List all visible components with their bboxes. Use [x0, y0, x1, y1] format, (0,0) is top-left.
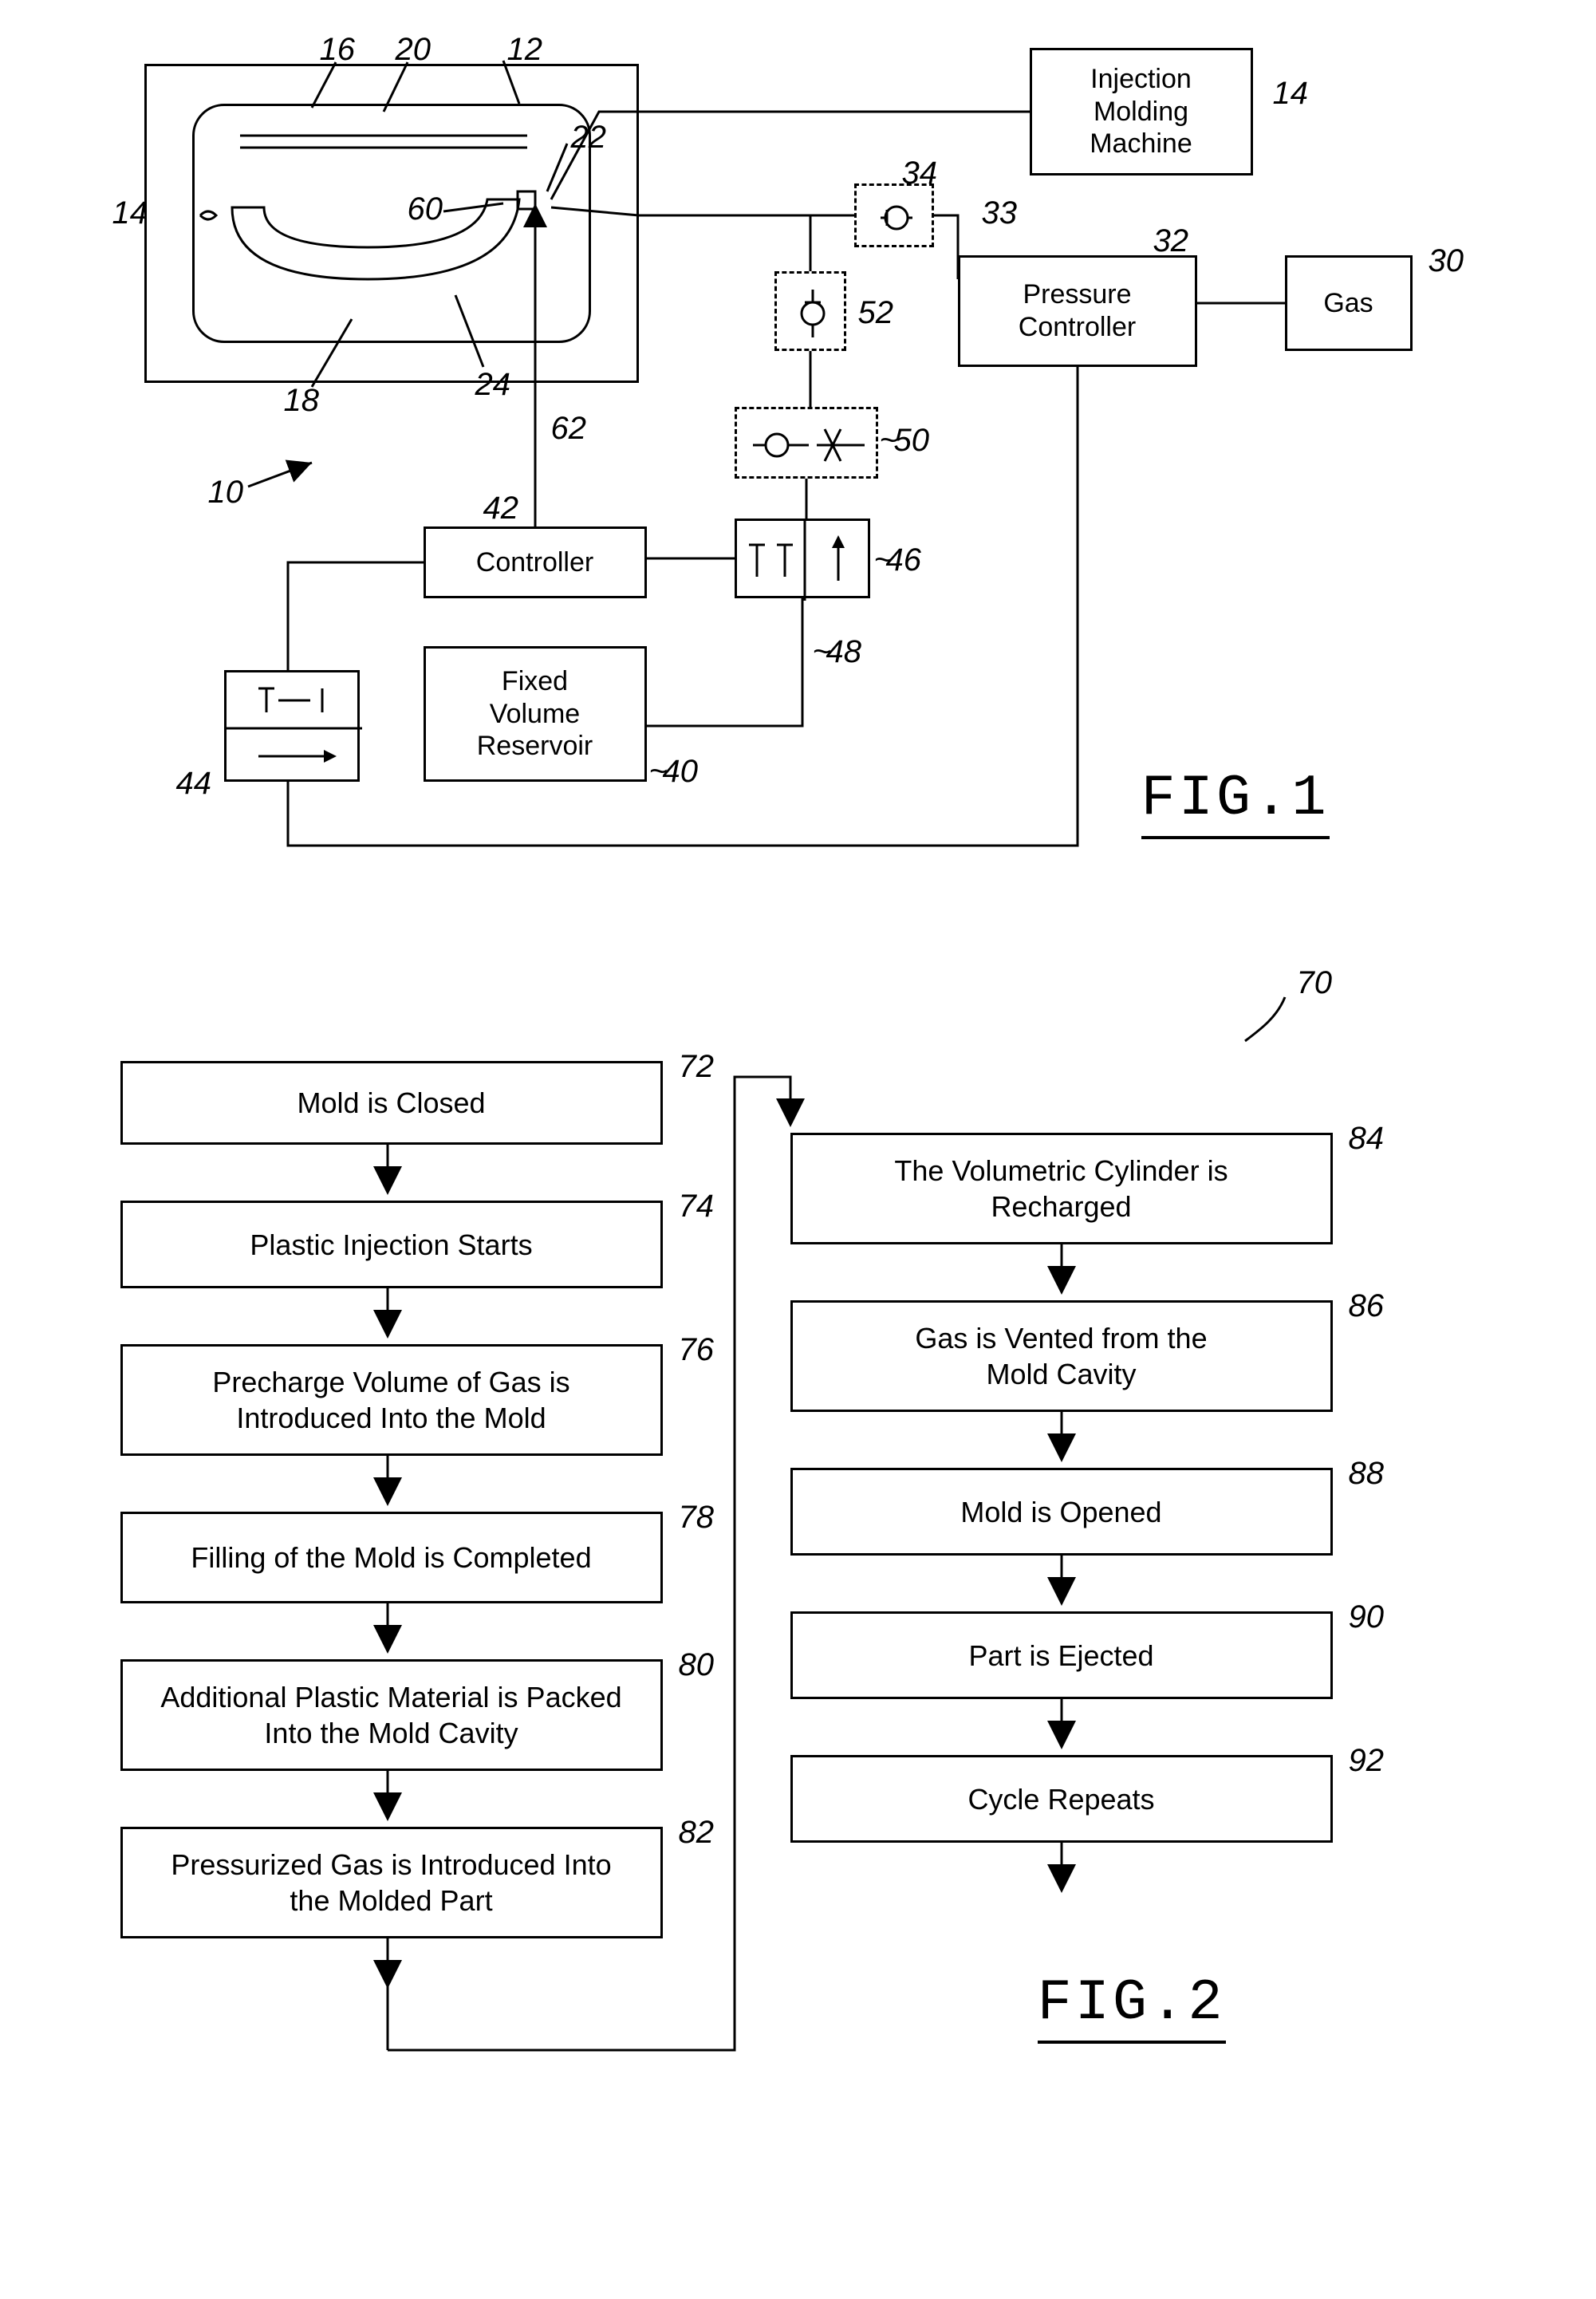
ref-86: 86 — [1349, 1288, 1385, 1324]
fig2-label: FIG.2 — [1038, 1970, 1226, 2044]
ref-10: 10 — [208, 475, 244, 511]
figure-2: 70 Mold is Closed 72 Plastic Injection S… — [41, 973, 1556, 2186]
ref-90: 90 — [1349, 1599, 1385, 1635]
step-88: Mold is Opened — [790, 1468, 1333, 1556]
step-84: The Volumetric Cylinder is Recharged — [790, 1133, 1333, 1244]
ref-22: 22 — [571, 120, 607, 156]
ref-60: 60 — [408, 191, 443, 227]
ref-14-left: 14 — [112, 195, 148, 231]
ref-18: 18 — [284, 383, 320, 419]
tilde-40: ~ — [649, 754, 668, 790]
ref-24: 24 — [475, 367, 511, 403]
ref-48: 48 — [826, 634, 862, 670]
figure-1: Injection Molding Machine Pressure Contr… — [41, 32, 1556, 925]
step-88-text: Mold is Opened — [960, 1494, 1161, 1530]
step-90-text: Part is Ejected — [968, 1638, 1153, 1674]
ref-88: 88 — [1349, 1456, 1385, 1492]
ref-42: 42 — [483, 491, 519, 526]
ref-12: 12 — [507, 32, 543, 68]
ref-34: 34 — [902, 156, 938, 191]
ref-20: 20 — [396, 32, 432, 68]
ref-92: 92 — [1349, 1743, 1385, 1779]
ref-44: 44 — [176, 766, 212, 802]
step-86: Gas is Vented from the Mold Cavity — [790, 1300, 1333, 1412]
ref-32: 32 — [1153, 223, 1189, 259]
ref-33: 33 — [982, 195, 1018, 231]
ref-84: 84 — [1349, 1121, 1385, 1157]
step-86-text: Gas is Vented from the Mold Cavity — [915, 1320, 1207, 1392]
page: Injection Molding Machine Pressure Contr… — [41, 32, 1556, 2186]
step-84-text: The Volumetric Cylinder is Recharged — [894, 1153, 1228, 1224]
step-92: Cycle Repeats — [790, 1755, 1333, 1843]
step-90: Part is Ejected — [790, 1611, 1333, 1699]
ref-40: 40 — [663, 754, 699, 790]
step-92-text: Cycle Repeats — [967, 1781, 1154, 1817]
ref-50: 50 — [894, 423, 930, 459]
ref-30: 30 — [1429, 243, 1464, 279]
fig1-label: FIG.1 — [1141, 766, 1330, 839]
ref-52: 52 — [858, 295, 894, 331]
ref-62: 62 — [551, 411, 587, 447]
ref-16: 16 — [320, 32, 356, 68]
tilde-50: ~ — [880, 423, 898, 459]
tilde-48: ~ — [813, 634, 831, 670]
ref-14-right: 14 — [1273, 76, 1309, 112]
tilde-46: ~ — [874, 542, 893, 578]
